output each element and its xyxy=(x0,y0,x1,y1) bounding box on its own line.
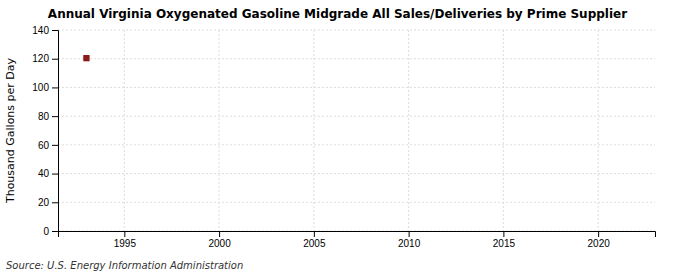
y-tick-mark xyxy=(52,87,58,88)
x-tick-mark xyxy=(503,231,504,237)
y-tick-label: 100 xyxy=(32,82,49,93)
y-tick: 60 xyxy=(38,140,58,151)
x-tick-label: 2015 xyxy=(493,238,516,249)
title: Annual Virginia Oxygenated Gasoline Midg… xyxy=(48,7,627,21)
x-tick-mark xyxy=(124,231,125,237)
x-tick-label: 2000 xyxy=(208,238,231,249)
source-note: Source: U.S. Energy Information Administ… xyxy=(6,260,243,271)
y-tick-label: 140 xyxy=(32,25,49,36)
grid-line-y xyxy=(58,144,655,145)
y-axis: 0 20 40 60 80 100 120 140 xyxy=(32,25,58,237)
y-tick-label: 0 xyxy=(43,226,49,237)
y-tick-label: 40 xyxy=(38,168,50,179)
grid-line-y xyxy=(58,116,655,117)
y-tick-mark xyxy=(52,30,58,31)
y-axis-line xyxy=(52,31,59,232)
x-tick-mark xyxy=(409,231,410,237)
grid-line-y xyxy=(58,202,655,203)
x-tick-mark xyxy=(219,231,220,237)
y-tick-label: 80 xyxy=(38,111,50,122)
y-tick-mark xyxy=(52,174,58,175)
x-axis-line xyxy=(59,232,656,238)
y-tick-label: 60 xyxy=(38,140,50,151)
grid-line-x xyxy=(219,30,220,231)
x-tick: 2010 xyxy=(398,231,421,249)
x-tick-label: 1995 xyxy=(114,238,137,249)
y-tick-label: 120 xyxy=(32,53,49,64)
x-tick: 2015 xyxy=(493,231,516,249)
x-tick-label: 2020 xyxy=(588,238,611,249)
y-tick-mark xyxy=(52,59,58,60)
y-tick: 20 xyxy=(38,197,58,208)
point xyxy=(83,55,89,61)
y-tick-mark xyxy=(52,116,58,117)
x-tick: 2000 xyxy=(208,231,231,249)
grid-line-x xyxy=(408,30,409,231)
grid-line-y xyxy=(58,87,655,88)
y-tick: 100 xyxy=(32,82,58,93)
x-tick: 2020 xyxy=(588,231,611,249)
grid-line-x xyxy=(598,30,599,231)
grid-line-x xyxy=(124,30,125,231)
x-tick-label: 2005 xyxy=(303,238,326,249)
x-tick: 2005 xyxy=(303,231,326,249)
x-axis: 1995 2000 2005 2010 2015 2020 xyxy=(59,231,656,249)
y-tick-mark xyxy=(52,202,58,203)
grid-line-y xyxy=(58,173,655,174)
y-tick: 140 xyxy=(32,25,58,36)
y-tick: 80 xyxy=(38,111,58,122)
y-axis-title: Thousand Gallons per Day xyxy=(4,57,17,204)
y-tick: 40 xyxy=(38,168,58,179)
grid xyxy=(58,30,655,231)
y-tick: 120 xyxy=(32,53,58,64)
x-tick: 1995 xyxy=(114,231,137,249)
x-tick-label: 2010 xyxy=(398,238,421,249)
chart: 1995 2000 2005 2010 2015 2020 0 20 40 60 80 100 120 1… xyxy=(0,0,675,275)
y-tick-mark xyxy=(52,231,58,232)
grid-line-y xyxy=(58,58,655,59)
y-tick: 0 xyxy=(43,226,58,237)
grid-line-x xyxy=(313,30,314,231)
points xyxy=(83,55,89,61)
y-tick-label: 20 xyxy=(38,197,50,208)
plot: 1995 2000 2005 2010 2015 2020 0 20 40 60 80 100 120 1… xyxy=(32,25,655,249)
y-tick-mark xyxy=(52,145,58,146)
x-tick-mark xyxy=(314,231,315,237)
x-tick-mark xyxy=(598,231,599,237)
grid-line-x xyxy=(503,30,504,231)
grid-line-y xyxy=(58,30,655,31)
